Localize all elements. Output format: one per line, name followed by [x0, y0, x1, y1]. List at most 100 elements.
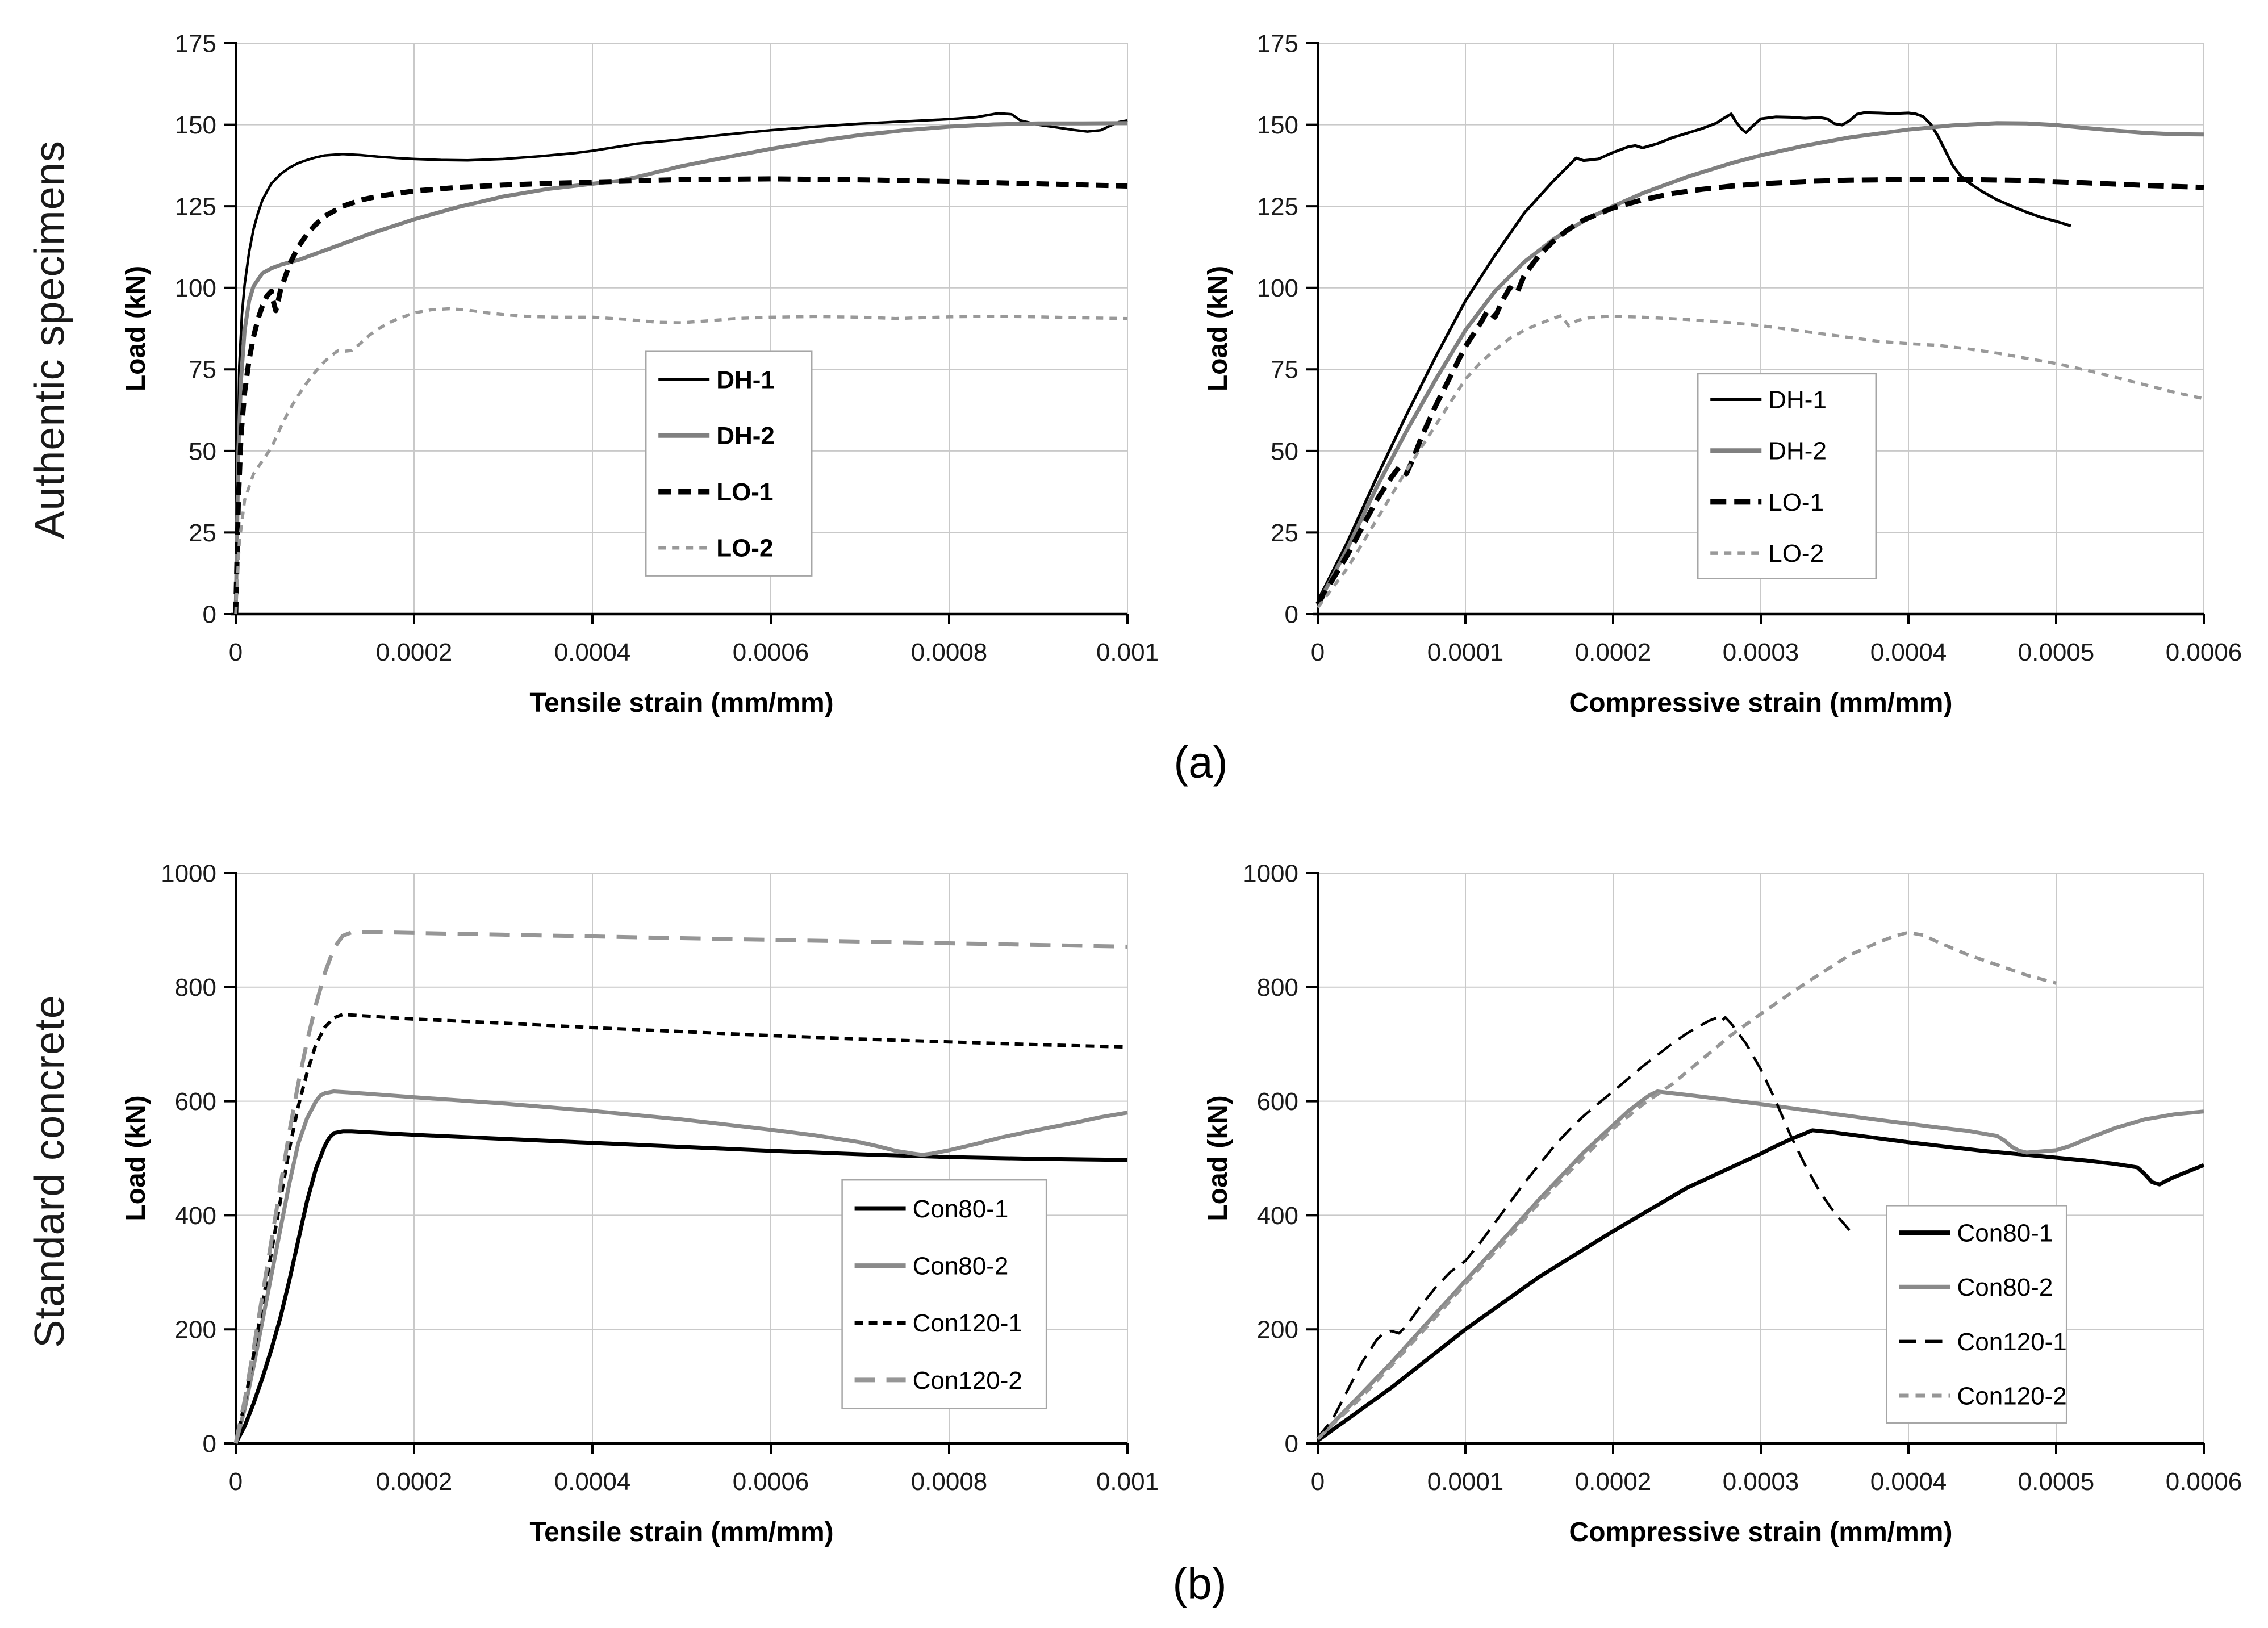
- legend-label-Con80-2: Con80-2: [1957, 1274, 2053, 1301]
- series-line-Con120-2: [1316, 930, 2057, 1441]
- legend: Con80-1 Con80-2 Con120-1 Con120-2: [1886, 1205, 2067, 1424]
- chart-tensile-authentic: 0 0.0002 0.0004 0.0006 0.0008 0.001 0 25 50 75 100…: [121, 30, 1159, 718]
- y-tick-label: 1000: [1243, 859, 1298, 887]
- y-tick-label: 125: [1257, 193, 1298, 221]
- y-tick-label: 800: [175, 974, 216, 1001]
- y-tick-label: 75: [189, 356, 216, 384]
- y-tick-label: 50: [189, 437, 216, 465]
- tick-labels: 0 0.0002 0.0004 0.0006 0.0008 0.001 0 200 400 600…: [161, 859, 1159, 1496]
- x-tick-label: 0.0001: [1427, 1468, 1504, 1496]
- x-tick-label: 0.001: [1096, 638, 1159, 666]
- x-tick-label: 0: [229, 1468, 243, 1496]
- legend: DH-1 DH-2 LO-1 LO-2: [645, 350, 813, 577]
- series-line-Con80-2: [1316, 1089, 2204, 1441]
- x-axis-title: Tensile strain (mm/mm): [529, 1517, 833, 1547]
- x-tick-label: 0.001: [1096, 1468, 1159, 1496]
- x-axis-title: Compressive strain (mm/mm): [1569, 688, 1953, 718]
- series-line-Con80-1: [233, 1129, 1128, 1445]
- legend-label-Con120-2: Con120-2: [1957, 1382, 2067, 1410]
- series-line-DH-1: [1316, 111, 2071, 602]
- x-tick-label: 0.0004: [1870, 638, 1947, 666]
- x-axis-title: Compressive strain (mm/mm): [1569, 1517, 1953, 1547]
- row-label-authentic-specimens: Authentic specimens: [26, 140, 73, 539]
- x-tick-label: 0.0006: [2166, 1468, 2242, 1496]
- x-tick-label: 0: [1311, 1468, 1325, 1496]
- y-tick-label: 150: [1257, 111, 1298, 139]
- y-tick-label: 25: [189, 519, 216, 547]
- x-tick-label: 0.0003: [1723, 638, 1799, 666]
- series-line-Con120-2: [233, 929, 1128, 1444]
- x-tick-label: 0.0004: [1870, 1468, 1947, 1496]
- legend-label-Con120-2: Con120-2: [913, 1367, 1022, 1395]
- chart-compressive-authentic: 0 0.0001 0.0002 0.0003 0.0004 0.0005 0.0006 0 25…: [1203, 30, 2242, 718]
- y-tick-label: 200: [175, 1316, 216, 1344]
- y-axis-title: Load (kN): [121, 1095, 151, 1221]
- y-tick-label: 175: [175, 30, 216, 57]
- y-tick-label: 800: [1257, 974, 1298, 1001]
- legend-box: [1697, 373, 1877, 579]
- y-tick-label: 600: [1257, 1088, 1298, 1116]
- series-line-DH-2: [1315, 121, 2204, 606]
- tick-labels: 0 0.0001 0.0002 0.0003 0.0004 0.0005 0.0006 0 25…: [1257, 30, 2242, 666]
- y-tick-label: 100: [1257, 274, 1298, 302]
- x-tick-label: 0.0002: [1575, 1468, 1652, 1496]
- y-tick-label: 400: [175, 1202, 216, 1230]
- axes: [224, 872, 1129, 1454]
- series-line-LO-2: [234, 307, 1128, 615]
- x-tick-label: 0.0001: [1427, 638, 1504, 666]
- legend-label-Con80-2: Con80-2: [913, 1253, 1009, 1280]
- series-lines: [233, 112, 1128, 615]
- x-tick-label: 0.0002: [376, 1468, 453, 1496]
- x-tick-label: 0.0005: [2018, 1468, 2095, 1496]
- y-tick-label: 0: [1285, 1430, 1298, 1458]
- x-tick-label: 0.0004: [554, 1468, 631, 1496]
- legend-box: [1886, 1205, 2067, 1424]
- x-tick-label: 0.0005: [2018, 638, 2095, 666]
- legend-label-Con80-1: Con80-1: [913, 1195, 1009, 1223]
- y-tick-label: 75: [1271, 356, 1298, 384]
- x-axis-title: Tensile strain (mm/mm): [529, 688, 833, 718]
- chart-tensile-concrete: 0 0.0002 0.0004 0.0006 0.0008 0.001 0 200 400 600…: [121, 859, 1159, 1547]
- panel-label-b: (b): [1172, 1558, 1227, 1609]
- series-line-DH-2: [233, 121, 1128, 615]
- legend-label-Con120-1: Con120-1: [913, 1309, 1022, 1337]
- legend-label-LO-2: LO-2: [716, 535, 773, 562]
- legend: Con80-1 Con80-2 Con120-1 Con120-2: [841, 1179, 1047, 1410]
- y-tick-label: 150: [175, 111, 216, 139]
- y-tick-label: 25: [1271, 519, 1298, 547]
- y-tick-label: 100: [175, 274, 216, 302]
- x-tick-label: 0.0006: [733, 638, 809, 666]
- x-tick-label: 0.0002: [1575, 638, 1652, 666]
- x-tick-label: 0.0008: [911, 1468, 988, 1496]
- legend-box: [841, 1179, 1047, 1410]
- series-line-LO-1: [233, 176, 1128, 615]
- y-tick-label: 200: [1257, 1316, 1298, 1344]
- series-lines: [233, 929, 1128, 1445]
- y-tick-label: 0: [1285, 600, 1298, 628]
- legend-label-DH-1: DH-1: [1768, 386, 1827, 414]
- x-tick-label: 0.0008: [911, 638, 988, 666]
- y-tick-label: 600: [175, 1088, 216, 1116]
- legend-label-DH-2: DH-2: [716, 422, 775, 450]
- series-line-LO-2: [1316, 314, 2204, 609]
- chart-compressive-concrete: 0 0.0001 0.0002 0.0003 0.0004 0.0005 0.0006 0 20…: [1203, 859, 2242, 1547]
- y-axis-title: Load (kN): [1203, 266, 1233, 391]
- series-lines: [1316, 930, 2205, 1442]
- legend-label-LO-1: LO-1: [1768, 489, 1824, 516]
- y-tick-label: 50: [1271, 437, 1298, 465]
- x-tick-label: 0: [1311, 638, 1325, 666]
- legend: DH-1 DH-2 LO-1 LO-2: [1697, 373, 1877, 579]
- tick-labels: 0 0.0002 0.0004 0.0006 0.0008 0.001 0 25 50 75 100…: [175, 30, 1159, 666]
- y-tick-label: 175: [1257, 30, 1298, 57]
- tick-labels: 0 0.0001 0.0002 0.0003 0.0004 0.0005 0.0006 0 20…: [1243, 859, 2242, 1496]
- panel-label-a: (a): [1173, 737, 1228, 787]
- y-tick-label: 0: [203, 600, 216, 628]
- legend-label-DH-1: DH-1: [716, 366, 775, 394]
- x-tick-label: 0.0006: [733, 1468, 809, 1496]
- y-tick-label: 125: [175, 193, 216, 221]
- series-line-Con80-1: [1316, 1128, 2205, 1442]
- legend-label-LO-1: LO-1: [716, 478, 773, 506]
- legend-label-LO-2: LO-2: [1768, 540, 1824, 567]
- series-line-LO-1: [1315, 177, 2204, 606]
- y-axis-title: Load (kN): [1203, 1095, 1233, 1221]
